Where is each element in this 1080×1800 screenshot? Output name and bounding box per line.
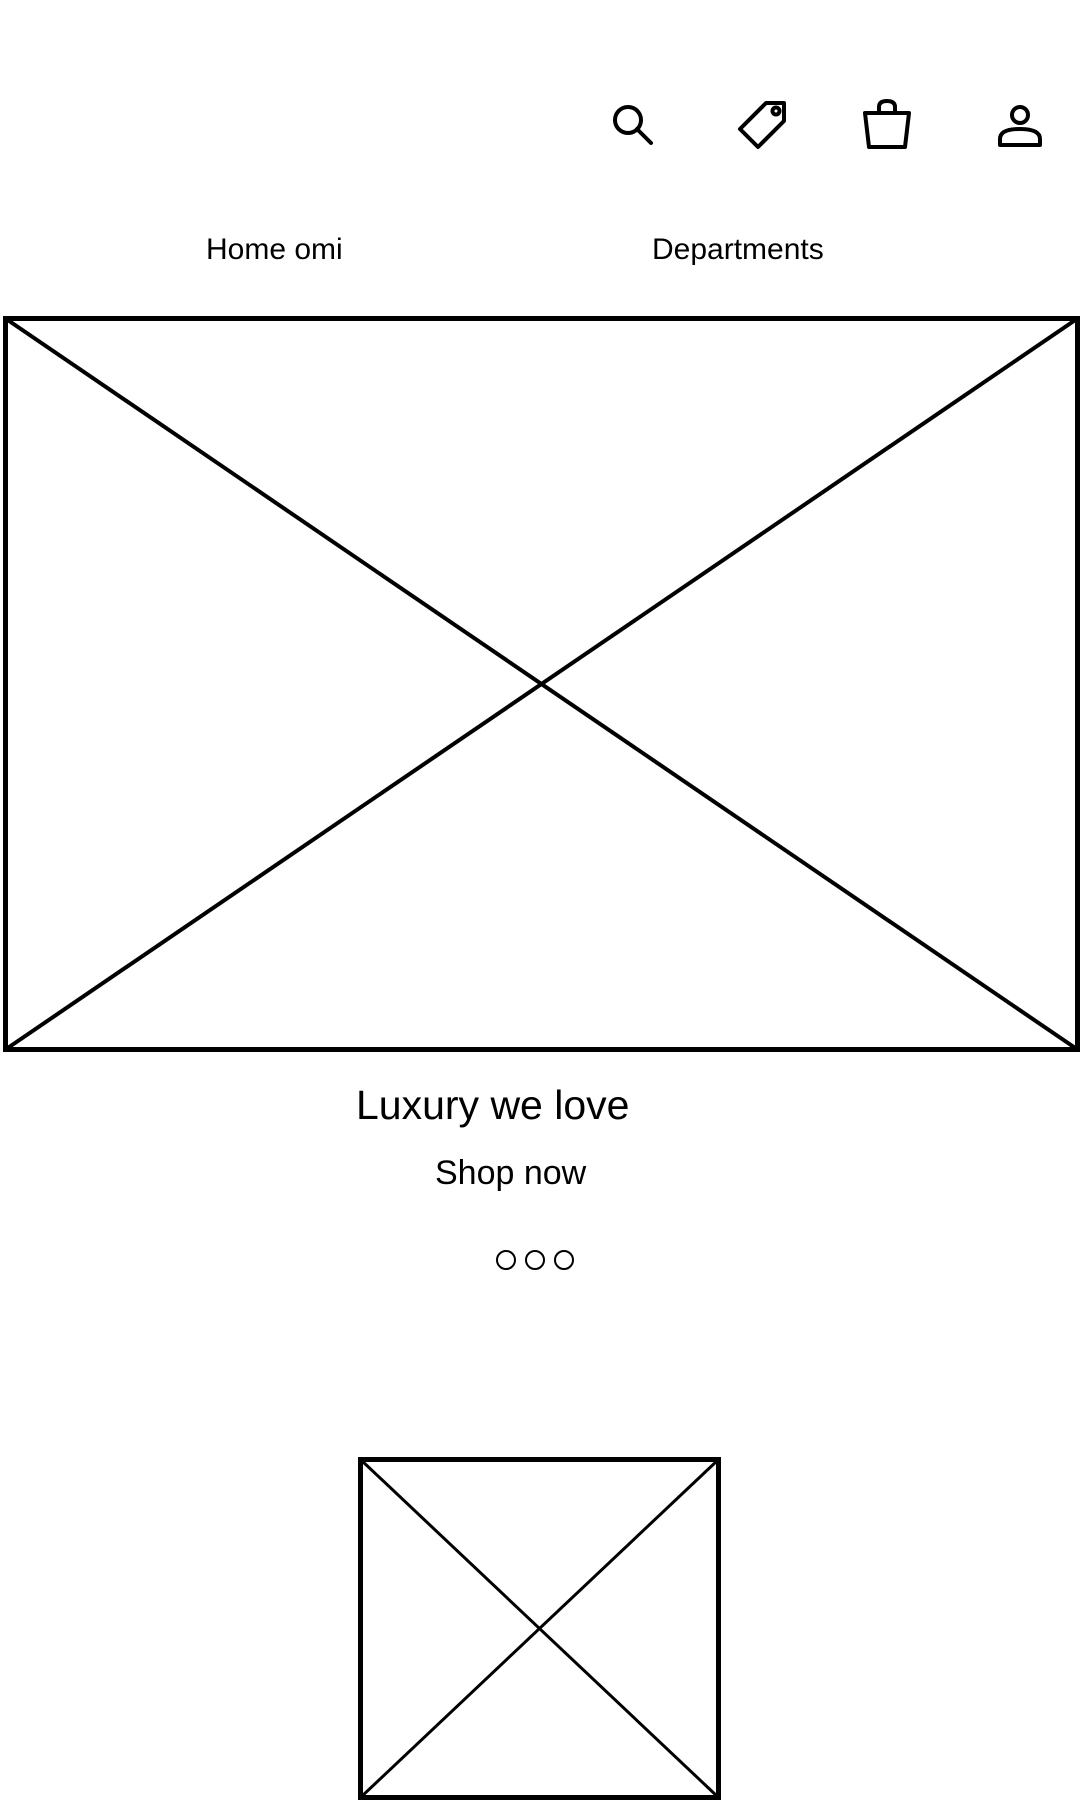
carousel-dot-3[interactable] — [554, 1250, 574, 1270]
search-icon — [603, 95, 663, 160]
tag-icon — [732, 95, 792, 160]
hero-headline: Luxury we love — [356, 1082, 630, 1128]
nav-departments[interactable]: Departments — [652, 233, 824, 266]
account-button[interactable] — [985, 92, 1055, 162]
carousel-dots — [496, 1250, 574, 1270]
search-button[interactable] — [598, 92, 668, 162]
tag-button[interactable] — [727, 92, 797, 162]
shop-now-link[interactable]: Shop now — [435, 1154, 587, 1192]
nav-home[interactable]: Home omi — [206, 233, 343, 266]
product-image-placeholder[interactable] — [358, 1457, 721, 1800]
shopping-bag-icon — [857, 95, 917, 160]
user-icon — [990, 95, 1050, 160]
carousel-dot-2[interactable] — [525, 1250, 545, 1270]
shopping-bag-button[interactable] — [852, 92, 922, 162]
hero-image-placeholder[interactable] — [3, 316, 1080, 1052]
carousel-dot-1[interactable] — [496, 1250, 516, 1270]
